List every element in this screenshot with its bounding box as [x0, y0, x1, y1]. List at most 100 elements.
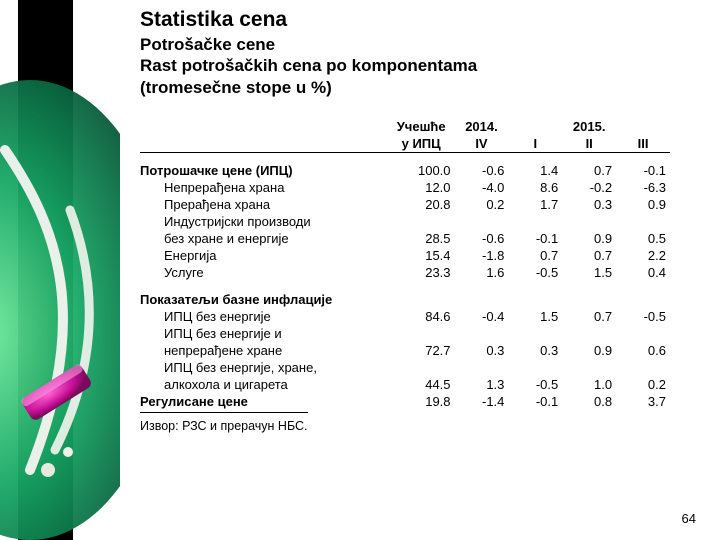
cell-value: -0.6: [455, 230, 509, 247]
col-share-1: Учешће: [388, 118, 455, 135]
slide-subtitle-2: Rast potrošačkih cena po komponentama: [140, 55, 700, 76]
cell-value: -6.3: [616, 179, 670, 196]
section2-title-row: Показатељи базне инфлације: [140, 291, 670, 308]
cell-value: 0.3: [562, 196, 616, 213]
cell-value: 0.6: [616, 342, 670, 359]
cell-value: -0.5: [508, 264, 562, 281]
row-label: без хране и енергије: [140, 230, 388, 247]
table-row: алкохола и цигарета44.51.3-0.51.00.2: [140, 376, 670, 393]
cell-value: 1.7: [508, 196, 562, 213]
cell-value: [455, 359, 509, 376]
row-label: Регулисане цене: [140, 393, 388, 410]
row-label: ИПЦ без енергије: [140, 308, 388, 325]
row-label: Услуге: [140, 264, 388, 281]
table-row: Непрерађена храна12.0-4.08.6-0.2-6.3: [140, 179, 670, 196]
cell-value: 0.7: [562, 247, 616, 264]
col-share-2: у ИПЦ: [388, 135, 455, 153]
table-header-row-2: у ИПЦ IV I II III: [140, 135, 670, 153]
table-row: ИПЦ без енергије84.6-0.41.50.7-0.5: [140, 308, 670, 325]
cell-value: 23.3: [388, 264, 455, 281]
cell-value: -0.1: [508, 230, 562, 247]
cell-value: [388, 325, 455, 342]
cell-value: 1.6: [455, 264, 509, 281]
table-row: Прерађена храна20.80.21.70.30.9: [140, 196, 670, 213]
cell-value: [616, 325, 670, 342]
cell-value: -1.4: [455, 393, 509, 410]
row-label: Прерађена храна: [140, 196, 388, 213]
cell-value: 1.5: [562, 264, 616, 281]
table-row: Енергија15.4-1.80.70.72.2: [140, 247, 670, 264]
row-label: Енергија: [140, 247, 388, 264]
cell-value: 44.5: [388, 376, 455, 393]
row-label: Непрерађена храна: [140, 179, 388, 196]
table-row: без хране и енергије28.5-0.6-0.10.90.5: [140, 230, 670, 247]
col-year-a: 2014.: [455, 118, 509, 135]
slide-content: Statistika cena Potrošačke cene Rast pot…: [140, 8, 700, 433]
cell-value: [562, 213, 616, 230]
cell-value: 72.7: [388, 342, 455, 359]
col-q2: II: [562, 135, 616, 153]
cell-value: -1.8: [455, 247, 509, 264]
cell-value: [562, 325, 616, 342]
table-row: Индустријски производи: [140, 213, 670, 230]
cell-value: [455, 213, 509, 230]
table-row: непрерађене хране72.70.30.30.90.6: [140, 342, 670, 359]
col-q4: IV: [455, 135, 509, 153]
cell-value: 3.7: [616, 393, 670, 410]
cell-value: -4.0: [455, 179, 509, 196]
row-label: Индустријски производи: [140, 213, 388, 230]
table-source: Извор: РЗС и прерачун НБС.: [140, 412, 308, 433]
cell-value: 0.9: [562, 230, 616, 247]
cell-value: 0.4: [616, 264, 670, 281]
cell-value: [616, 359, 670, 376]
cell-value: 1.5: [508, 308, 562, 325]
cell-value: 28.5: [388, 230, 455, 247]
cell-value: 0.7: [562, 308, 616, 325]
cell-value: 2.2: [616, 247, 670, 264]
cell-value: 8.6: [508, 179, 562, 196]
cell-value: 1.4: [508, 162, 562, 179]
section2-title: Показатељи базне инфлације: [140, 291, 670, 308]
data-table: Учешће 2014. 2015. у ИПЦ IV I II III Пот…: [140, 118, 700, 434]
page-number: 64: [682, 511, 696, 526]
cell-value: 12.0: [388, 179, 455, 196]
cell-value: -0.5: [508, 376, 562, 393]
cell-value: [508, 359, 562, 376]
cell-value: 0.7: [508, 247, 562, 264]
cell-value: [388, 359, 455, 376]
cell-value: -0.1: [616, 162, 670, 179]
row-label: ИПЦ без енергије и: [140, 325, 388, 342]
cell-value: 0.3: [455, 342, 509, 359]
cell-value: 20.8: [388, 196, 455, 213]
cell-value: 0.2: [455, 196, 509, 213]
cell-value: 0.3: [508, 342, 562, 359]
col-q1: I: [508, 135, 562, 153]
cell-value: 0.9: [616, 196, 670, 213]
cell-value: 100.0: [388, 162, 455, 179]
cell-value: 0.2: [616, 376, 670, 393]
table-row: Регулисане цене19.8-1.4-0.10.83.7: [140, 393, 670, 410]
col-q3: III: [616, 135, 670, 153]
cell-value: 19.8: [388, 393, 455, 410]
cell-value: 15.4: [388, 247, 455, 264]
table-header-row-1: Учешће 2014. 2015.: [140, 118, 670, 135]
slide-title: Statistika cena: [140, 8, 700, 32]
sidebar-decoration: [0, 0, 120, 540]
table-row: ИПЦ без енергије и: [140, 325, 670, 342]
cell-value: [616, 213, 670, 230]
slide-subtitle-1: Potrošačke cene: [140, 34, 700, 55]
slide-subtitle-3: (tromesečne stope u %): [140, 77, 700, 98]
cell-value: [508, 325, 562, 342]
row-label: ИПЦ без енергије, хране,: [140, 359, 388, 376]
cell-value: 0.8: [562, 393, 616, 410]
col-year-b: 2015.: [508, 118, 670, 135]
cell-value: 0.7: [562, 162, 616, 179]
row-label: Потрошачке цене (ИПЦ): [140, 162, 388, 179]
table-row: Услуге23.31.6-0.51.50.4: [140, 264, 670, 281]
cell-value: -0.2: [562, 179, 616, 196]
cell-value: [388, 213, 455, 230]
cell-value: 1.3: [455, 376, 509, 393]
cell-value: 0.9: [562, 342, 616, 359]
row-label: алкохола и цигарета: [140, 376, 388, 393]
cell-value: -0.1: [508, 393, 562, 410]
